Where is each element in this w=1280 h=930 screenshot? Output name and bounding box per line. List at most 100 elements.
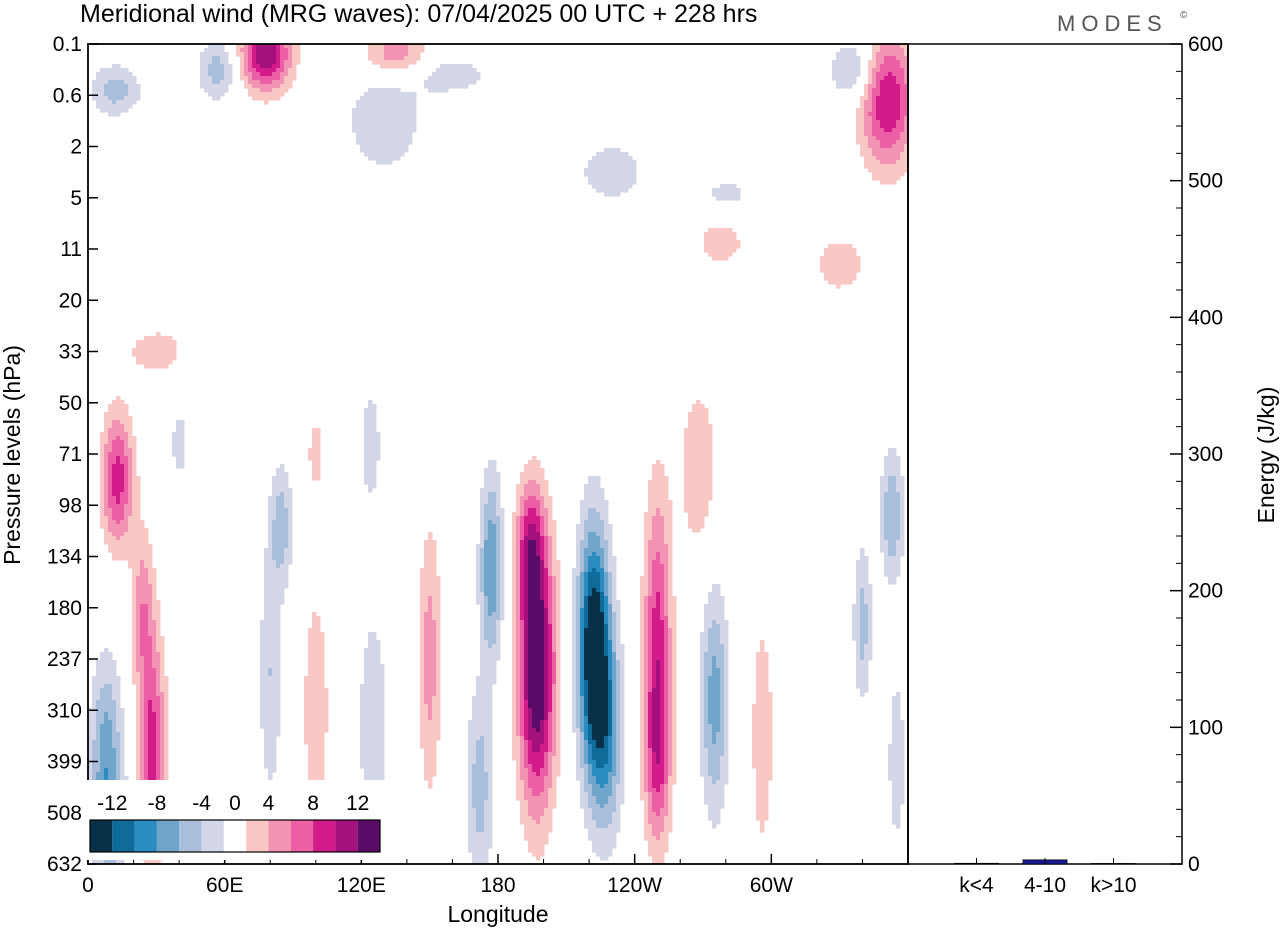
field-cell xyxy=(736,192,741,197)
field-cell xyxy=(272,484,277,489)
field-cell xyxy=(660,624,665,629)
field-cell xyxy=(580,656,585,661)
field-cell xyxy=(364,448,369,453)
field-cell xyxy=(264,548,269,553)
field-cell xyxy=(468,64,473,69)
field-cell xyxy=(828,244,833,249)
field-cell xyxy=(424,664,429,669)
field-cell xyxy=(900,152,905,157)
field-cell xyxy=(116,84,121,89)
field-cell xyxy=(896,496,901,501)
field-cell xyxy=(904,52,908,57)
field-cell xyxy=(384,48,389,53)
field-cell xyxy=(652,652,657,657)
field-cell xyxy=(364,472,369,477)
field-cell xyxy=(460,68,465,73)
field-cell xyxy=(420,624,425,629)
field-cell xyxy=(372,60,377,65)
field-cell xyxy=(516,488,521,493)
field-cell xyxy=(720,228,725,233)
field-cell xyxy=(580,648,585,653)
field-cell xyxy=(664,512,669,517)
field-cell xyxy=(604,600,609,605)
field-cell xyxy=(592,656,597,661)
field-cell xyxy=(840,276,845,281)
field-cell xyxy=(488,584,493,589)
field-cell xyxy=(844,272,849,277)
field-cell xyxy=(552,612,557,617)
field-cell xyxy=(592,576,597,581)
field-cell xyxy=(580,588,585,593)
field-cell xyxy=(512,532,517,537)
field-cell xyxy=(240,56,245,61)
field-cell xyxy=(704,652,709,657)
field-cell xyxy=(320,632,325,637)
field-cell xyxy=(420,584,425,589)
field-cell xyxy=(892,548,897,553)
field-cell xyxy=(892,532,897,537)
field-cell xyxy=(272,624,277,629)
field-cell xyxy=(720,636,725,641)
field-cell xyxy=(576,620,581,625)
field-cell xyxy=(480,528,485,533)
field-cell xyxy=(152,576,157,581)
field-cell xyxy=(896,88,901,93)
field-cell xyxy=(516,592,521,597)
field-cell xyxy=(856,604,861,609)
field-cell xyxy=(200,56,205,61)
field-cell xyxy=(516,532,521,537)
field-cell xyxy=(580,616,585,621)
field-cell xyxy=(524,604,529,609)
field-cell xyxy=(112,108,117,113)
field-cell xyxy=(284,56,289,61)
field-cell xyxy=(516,616,521,621)
field-cell xyxy=(400,116,405,121)
field-cell xyxy=(104,80,109,85)
field-cell xyxy=(896,56,901,61)
field-cell xyxy=(900,512,905,517)
field-cell xyxy=(656,624,661,629)
field-cell xyxy=(880,52,885,57)
field-cell xyxy=(732,240,737,245)
field-cell xyxy=(704,432,709,437)
field-cell xyxy=(672,644,677,649)
field-cell xyxy=(496,528,501,533)
field-cell xyxy=(276,76,281,81)
field-cell xyxy=(668,508,673,513)
field-cell xyxy=(668,584,673,589)
field-cell xyxy=(648,480,653,485)
field-cell xyxy=(368,660,373,665)
field-cell xyxy=(276,520,281,525)
field-cell xyxy=(856,124,861,129)
field-cell xyxy=(132,604,137,609)
field-cell xyxy=(372,140,377,145)
field-cell xyxy=(688,468,693,473)
field-cell xyxy=(832,264,837,269)
field-cell xyxy=(848,60,853,65)
field-cell xyxy=(104,100,109,105)
field-cell xyxy=(692,448,697,453)
field-cell xyxy=(120,92,125,97)
field-cell xyxy=(288,536,293,541)
field-cell xyxy=(112,448,117,453)
field-cell xyxy=(576,588,581,593)
field-cell xyxy=(432,616,437,621)
field-cell xyxy=(880,128,885,133)
field-cell xyxy=(276,480,281,485)
field-cell xyxy=(140,552,145,557)
field-cell xyxy=(724,624,729,629)
field-cell xyxy=(844,268,849,273)
field-cell xyxy=(704,408,709,413)
field-cell xyxy=(704,476,709,481)
field-cell xyxy=(368,476,373,481)
field-cell xyxy=(608,600,613,605)
field-cell xyxy=(288,524,293,529)
field-cell xyxy=(668,660,673,665)
field-cell xyxy=(120,404,125,409)
field-cell xyxy=(692,404,697,409)
field-cell xyxy=(868,112,873,117)
field-cell xyxy=(500,524,505,529)
field-cell xyxy=(120,544,125,549)
field-cell xyxy=(488,536,493,541)
field-cell xyxy=(392,136,397,141)
